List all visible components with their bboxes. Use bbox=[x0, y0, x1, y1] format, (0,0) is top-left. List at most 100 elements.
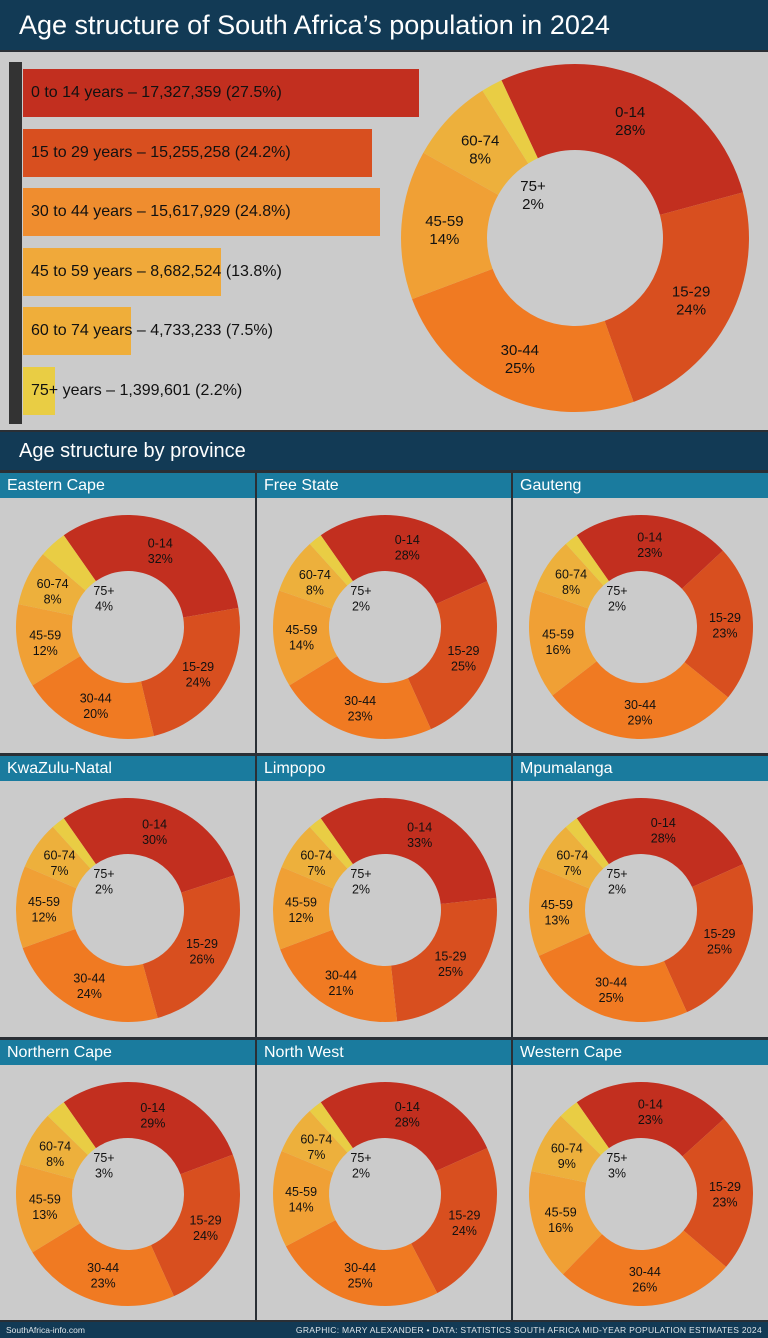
donut-slice-0-14 bbox=[320, 1082, 488, 1172]
donut-slice-45-59 bbox=[273, 866, 334, 950]
donut-percent-label: 23% bbox=[638, 1113, 663, 1127]
donut-category-label: 0-14 bbox=[638, 1098, 663, 1112]
province-cell: Limpopo 0-14 33% 15-29 25% 30-44 21% 45-59 12% 60… bbox=[257, 756, 511, 1037]
donut-percent-label: 7% bbox=[50, 864, 68, 878]
donut-percent-label: 14% bbox=[429, 231, 459, 248]
donut-slice-45-59 bbox=[273, 590, 338, 686]
donut-slice-75+ bbox=[309, 535, 353, 586]
donut-slice-0-14 bbox=[576, 515, 723, 589]
donut-percent-label: 30% bbox=[142, 833, 167, 847]
bar-1 bbox=[23, 129, 372, 177]
footer-site: SouthAfrica-info.com bbox=[6, 1325, 85, 1335]
donut-slice-30-44 bbox=[280, 929, 398, 1022]
donut-slice-15-29 bbox=[682, 1118, 753, 1267]
province-cell: North West 0-14 28% 15-29 24% 30-44 25% 45-59 14… bbox=[257, 1040, 511, 1320]
donut-category-label: 45-59 bbox=[285, 1185, 317, 1199]
donut-percent-label: 25% bbox=[451, 659, 476, 673]
donut-percent-label: 25% bbox=[707, 942, 732, 956]
donut-category-label: 30-44 bbox=[344, 1261, 376, 1275]
donut-percent-label: 23% bbox=[91, 1277, 116, 1291]
province-name: Northern Cape bbox=[0, 1040, 255, 1065]
donut-slice-15-29 bbox=[150, 1154, 241, 1297]
donut-category-label: 30-44 bbox=[344, 694, 376, 708]
donut-percent-label: 24% bbox=[452, 1224, 477, 1238]
donut-slice-0-14 bbox=[501, 64, 743, 215]
province-name: KwaZulu-Natal bbox=[0, 756, 255, 781]
donut-percent-label: 23% bbox=[637, 546, 662, 560]
province-cell: Gauteng 0-14 23% 15-29 23% 30-44 29% 45-59 16% 60… bbox=[513, 473, 768, 753]
donut-percent-label: 16% bbox=[546, 643, 571, 657]
donut-slice-75+ bbox=[565, 535, 609, 586]
donut-category-label: 15-29 bbox=[704, 927, 736, 941]
province-cell: Free State 0-14 28% 15-29 25% 30-44 23% 45-59 14… bbox=[257, 473, 511, 753]
donut-percent-label: 25% bbox=[348, 1277, 373, 1291]
donut-category-label: 60-74 bbox=[556, 849, 588, 863]
donut-slice-30-44 bbox=[285, 1220, 438, 1306]
donut-category-label: 45-59 bbox=[29, 1193, 61, 1207]
bar-label: 75+ years – 1,399,601 (2.2%) bbox=[31, 382, 243, 399]
donut-category-label: 60-74 bbox=[551, 1142, 583, 1156]
donut-percent-label: 7% bbox=[307, 864, 325, 878]
donut-percent-label: 2% bbox=[608, 883, 626, 897]
bar-label: 60 to 74 years – 4,733,233 (7.5%) bbox=[31, 322, 273, 339]
province-name: Western Cape bbox=[513, 1040, 768, 1065]
province-name: Mpumalanga bbox=[513, 756, 768, 781]
province-name: Gauteng bbox=[513, 473, 768, 498]
donut-category-label: 75+ bbox=[93, 1151, 114, 1165]
donut-category-label: 15-29 bbox=[182, 660, 214, 674]
donut-category-label: 75+ bbox=[606, 584, 627, 598]
province-cell: Northern Cape 0-14 29% 15-29 24% 30-44 23% 45-5… bbox=[0, 1040, 255, 1320]
province-cell: Western Cape 0-14 23% 15-29 23% 30-44 26% 45-59… bbox=[513, 1040, 768, 1320]
donut-category-label: 0-14 bbox=[651, 816, 676, 830]
donut-category-label: 30-44 bbox=[325, 969, 357, 983]
province-name: Eastern Cape bbox=[0, 473, 255, 498]
donut-percent-label: 12% bbox=[33, 644, 58, 658]
province-cell: Mpumalanga 0-14 28% 15-29 25% 30-44 25% 45-59 13… bbox=[513, 756, 768, 1037]
bar-label: 30 to 44 years – 15,617,929 (24.8%) bbox=[31, 203, 291, 220]
donut-slice-30-44 bbox=[32, 656, 154, 739]
donut-slice-45-59 bbox=[529, 1171, 602, 1275]
donut-slice-0-14 bbox=[576, 1082, 724, 1157]
donut-percent-label: 7% bbox=[307, 1148, 325, 1162]
footer-credit: GRAPHIC: MARY ALEXANDER • DATA: STATISTI… bbox=[295, 1325, 762, 1335]
donut-slice-45-59 bbox=[273, 1150, 336, 1247]
donut-slice-30-44 bbox=[22, 929, 158, 1022]
donut-category-label: 45-59 bbox=[29, 628, 61, 642]
donut-slice-30-44 bbox=[32, 1223, 174, 1306]
donut-slice-60-74 bbox=[279, 544, 348, 609]
donut-category-label: 15-29 bbox=[448, 644, 480, 658]
donut-slice-0-14 bbox=[63, 515, 239, 618]
footer: SouthAfrica-info.com GRAPHIC: MARY ALEXA… bbox=[0, 1322, 768, 1338]
donut-percent-label: 29% bbox=[628, 713, 653, 727]
donut-percent-label: 8% bbox=[469, 151, 491, 168]
donut-percent-label: 8% bbox=[44, 592, 62, 606]
bar-0 bbox=[23, 69, 419, 117]
donut-slice-30-44 bbox=[538, 932, 687, 1022]
donut-category-label: 60-74 bbox=[37, 577, 69, 591]
donut-slice-75+ bbox=[47, 1102, 96, 1155]
donut-slice-75+ bbox=[482, 80, 538, 164]
donut-percent-label: 4% bbox=[95, 600, 113, 614]
donut-category-label: 60-74 bbox=[555, 567, 587, 581]
donut-slice-30-44 bbox=[412, 268, 634, 412]
donut-slice-30-44 bbox=[562, 1230, 727, 1306]
donut-slice-60-74 bbox=[537, 827, 604, 889]
donut-percent-label: 16% bbox=[548, 1221, 573, 1235]
donut-category-label: 75+ bbox=[520, 178, 546, 195]
province-name: Limpopo bbox=[257, 756, 511, 781]
donut-category-label: 0-14 bbox=[395, 1100, 420, 1114]
donut-percent-label: 25% bbox=[599, 991, 624, 1005]
donut-category-label: 45-59 bbox=[541, 898, 573, 912]
donut-percent-label: 8% bbox=[46, 1155, 64, 1169]
bar-axis bbox=[9, 62, 22, 424]
donut-category-label: 30-44 bbox=[87, 1261, 119, 1275]
donut-category-label: 45-59 bbox=[545, 1206, 577, 1220]
donut-category-label: 15-29 bbox=[709, 1180, 741, 1194]
bar-5 bbox=[23, 367, 55, 415]
donut-category-label: 60-74 bbox=[300, 1133, 332, 1147]
